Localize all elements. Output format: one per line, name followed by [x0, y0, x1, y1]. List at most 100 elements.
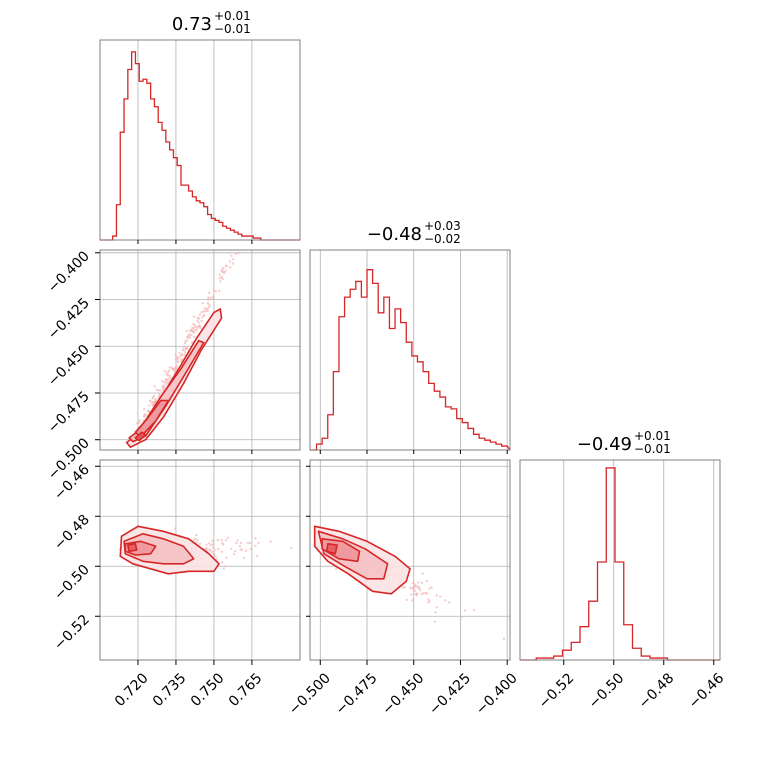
sample-point	[217, 547, 220, 551]
sample-point	[207, 542, 211, 545]
sample-point	[196, 538, 199, 542]
sample-point	[165, 378, 168, 382]
x-tick-label: 0.735	[150, 670, 190, 710]
sample-point	[430, 586, 433, 589]
sample-point	[248, 541, 251, 545]
sample-point	[181, 349, 185, 352]
sample-point	[207, 296, 210, 299]
sample-point	[216, 538, 219, 542]
sample-point	[190, 329, 193, 332]
sample-point	[142, 408, 146, 411]
sample-point	[158, 394, 161, 397]
sample-point	[211, 543, 214, 546]
sample-point	[199, 325, 202, 328]
scatter-0-1-panel	[99, 249, 301, 451]
sample-point	[204, 310, 207, 313]
title-minus-error: −0.01	[634, 442, 671, 456]
sample-point	[229, 266, 232, 269]
sample-point	[176, 360, 180, 364]
panel-frame	[99, 39, 301, 241]
sample-point	[244, 549, 248, 552]
x-tick-label: −0.52	[536, 670, 578, 712]
sample-point	[411, 599, 414, 602]
panel-frame	[519, 459, 721, 661]
sample-point	[231, 262, 235, 265]
contour-level-4	[134, 431, 147, 442]
x-tick-label: 0.720	[112, 670, 152, 710]
sample-point	[168, 375, 171, 378]
sample-point	[425, 592, 429, 595]
sample-point	[218, 276, 221, 280]
sample-point	[414, 593, 417, 596]
title-median: 0.73	[172, 14, 212, 35]
sample-point	[222, 266, 225, 270]
sample-point	[182, 345, 185, 349]
sample-point	[228, 260, 232, 263]
sample-point	[237, 251, 240, 255]
sample-point	[434, 611, 437, 614]
sample-point	[217, 289, 221, 293]
sample-point	[135, 422, 139, 425]
x-tick-label: −0.50	[586, 670, 628, 712]
sample-point	[193, 324, 196, 327]
sample-point	[183, 351, 187, 354]
sample-point	[181, 352, 184, 356]
sample-point	[229, 547, 233, 550]
sample-point	[201, 316, 204, 319]
histogram-line	[520, 467, 720, 661]
sample-point	[207, 298, 210, 301]
sample-point	[435, 594, 438, 597]
sample-point	[209, 296, 212, 300]
y-tick-label: −0.425	[45, 295, 93, 343]
histogram-1-panel	[309, 249, 511, 451]
sample-point	[158, 392, 161, 396]
sample-point	[196, 319, 199, 322]
title-plus-error: +0.01	[214, 9, 251, 23]
sample-point	[427, 601, 430, 604]
sample-point	[164, 380, 167, 384]
sample-point	[151, 396, 155, 399]
sample-point	[192, 335, 196, 339]
sample-point	[226, 536, 230, 539]
x-tick-label: −0.500	[286, 670, 334, 718]
title-2: −0.49 +0.01−0.01	[577, 429, 671, 456]
x-tick-label: −0.425	[426, 670, 474, 718]
sample-point	[220, 539, 223, 542]
sample-point	[418, 588, 422, 592]
sample-point	[150, 402, 154, 405]
sample-point	[194, 537, 197, 540]
panel-frame	[309, 459, 511, 661]
y-tick-label: −0.52	[51, 612, 93, 654]
sample-point	[205, 547, 208, 550]
sample-point	[202, 310, 205, 313]
sample-point	[413, 583, 416, 586]
sample-point	[206, 302, 210, 305]
sample-point	[212, 289, 216, 292]
sample-point	[242, 556, 245, 560]
x-tick-label: −0.400	[473, 670, 521, 718]
sample-point	[211, 295, 215, 298]
sample-point	[221, 543, 225, 546]
sample-point	[208, 305, 211, 309]
sample-point	[184, 340, 187, 343]
y-tick-label: −0.450	[45, 342, 93, 390]
title-median: −0.48	[367, 224, 422, 245]
sample-point	[439, 595, 442, 598]
sample-point	[214, 555, 217, 558]
sample-point	[209, 550, 213, 553]
histogram-2-panel	[519, 459, 721, 661]
sample-point	[234, 252, 238, 255]
sample-point	[422, 592, 425, 595]
sample-point	[155, 388, 158, 392]
sample-point	[433, 620, 437, 623]
sample-point	[205, 307, 208, 310]
title-median: −0.49	[577, 434, 632, 455]
sample-point	[197, 321, 200, 324]
sample-point	[416, 585, 419, 588]
y-tick-label: −0.48	[51, 512, 93, 554]
sample-point	[221, 277, 224, 281]
sample-point	[412, 585, 415, 589]
sample-point	[175, 355, 178, 358]
sample-point	[235, 541, 238, 545]
sample-point	[225, 556, 228, 559]
